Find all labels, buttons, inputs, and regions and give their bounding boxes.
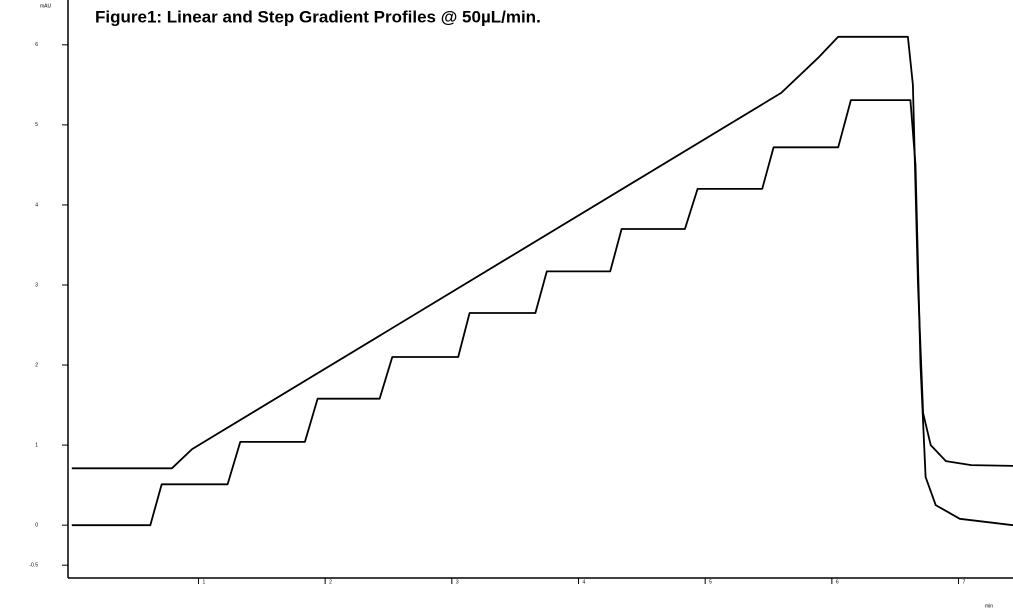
- x-axis-label: min: [985, 603, 993, 609]
- y-tick-label: 3: [35, 282, 38, 288]
- x-tick-label: 5: [709, 579, 712, 585]
- y-tick-label: 2: [35, 362, 38, 368]
- x-tick-label: 4: [583, 579, 586, 585]
- x-tick-label: 6: [836, 579, 839, 585]
- chart-title: Figure1: Linear and Step Gradient Profil…: [95, 7, 541, 26]
- x-tick-label: 2: [329, 579, 332, 585]
- series-line: [71, 35, 1013, 470]
- y-tick-label: 6: [35, 42, 38, 48]
- y-tick-label: 0: [35, 522, 38, 528]
- y-tick-label: 5: [35, 122, 38, 128]
- y-tick-label: -0.5: [29, 563, 38, 569]
- y-tick-label: 4: [35, 202, 38, 208]
- x-tick-label: 7: [963, 579, 966, 585]
- series-line: [71, 99, 1013, 527]
- x-tick-label: 1: [202, 579, 205, 585]
- y-tick-label: 1: [35, 442, 38, 448]
- x-tick-label: 3: [456, 579, 459, 585]
- y-axis-label: mAU: [40, 3, 52, 9]
